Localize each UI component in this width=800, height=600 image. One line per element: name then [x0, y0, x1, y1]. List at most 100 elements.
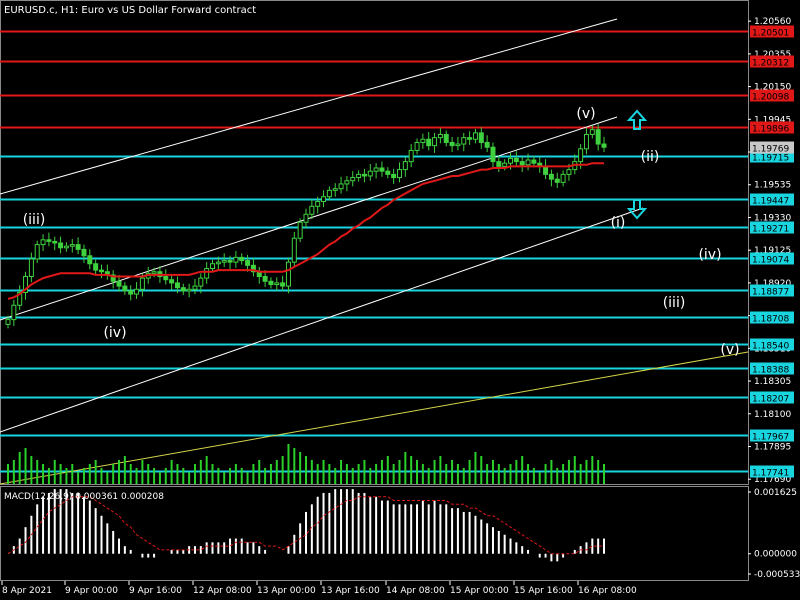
price-tick-label: 1.17895	[754, 442, 791, 452]
resistance-tag-label: 1.20501	[752, 29, 789, 39]
candle-body	[566, 169, 572, 175]
candle-body	[110, 274, 116, 282]
candle-body	[548, 173, 554, 180]
wave-label: (iv)	[103, 325, 126, 341]
symbol-info: EURUSD.c, H1: Euro vs US Dollar Forward …	[4, 5, 256, 16]
candle-body	[81, 248, 87, 257]
candle-body	[262, 276, 268, 282]
candle-body	[309, 205, 315, 215]
wave-label: (iii)	[23, 212, 46, 228]
candle-body	[402, 161, 408, 171]
support-tag-label: 1.19447	[752, 197, 789, 207]
macd-panel-frame	[0, 486, 749, 581]
candle-body	[414, 141, 420, 151]
candle-body	[297, 221, 303, 239]
support-tag-label: 1.18540	[752, 342, 789, 352]
time-tick-label: 8 Apr 2021	[2, 586, 52, 596]
channel-lines[interactable]	[0, 18, 749, 485]
wave-label: (iv)	[698, 247, 721, 263]
candle-body	[169, 279, 175, 284]
support-tag-label: 1.19715	[752, 154, 789, 164]
channel-upper-line[interactable]	[0, 18, 618, 195]
time-tick-label: 9 Apr 16:00	[129, 586, 182, 596]
candle-body	[554, 178, 560, 183]
candle-body	[513, 157, 519, 163]
candle-body	[87, 255, 93, 265]
candle-body	[23, 276, 29, 293]
time-tick-label: 14 Apr 08:00	[386, 586, 445, 596]
candle-body	[589, 129, 595, 135]
resistance-tag-label: 1.19896	[752, 125, 789, 135]
candle-body	[46, 239, 52, 242]
channel-lower-line[interactable]	[0, 207, 644, 433]
candle-body	[601, 143, 607, 148]
time-tick-label: 15 Apr 16:00	[514, 586, 573, 596]
up-arrow-icon[interactable]	[626, 109, 648, 130]
resistance-tag	[750, 121, 794, 134]
candle-body	[338, 183, 344, 190]
wave-labels: (iii) (iv) (v) (ii) (i) (iv) (iii) (v)	[23, 106, 740, 358]
time-tick-label: 13 Apr 00:00	[257, 586, 316, 596]
candle-body	[350, 177, 356, 182]
support-tag-label: 1.19074	[752, 256, 789, 266]
moving-average-line	[7, 162, 604, 300]
candle-body	[204, 268, 210, 279]
candle-body	[379, 167, 385, 172]
candle-body	[490, 146, 496, 163]
candle-body	[432, 137, 438, 147]
resistance-tag	[750, 89, 794, 102]
time-tick-label: 12 Apr 08:00	[193, 586, 252, 596]
candle-body	[40, 239, 46, 246]
candle-body	[291, 237, 297, 263]
support-tag-label: 1.17967	[752, 433, 789, 443]
price-tick-label: 1.19945	[754, 115, 791, 125]
candle-body	[326, 189, 332, 198]
wave-label: (i)	[611, 215, 626, 231]
candle-body	[315, 201, 321, 207]
main-panel-frame	[0, 0, 749, 485]
candle-body	[192, 285, 198, 290]
candle-body	[93, 263, 99, 271]
candle-body	[420, 138, 426, 143]
price-axis[interactable]: 1.205601.203551.201501.199451.197401.195…	[748, 17, 791, 485]
candle-body	[484, 141, 490, 148]
wave-label: (v)	[720, 342, 739, 358]
candle-body	[502, 162, 508, 167]
time-axis[interactable]: 8 Apr 2021 9 Apr 00:00 9 Apr 16:00 12 Apr 0…	[1, 581, 637, 596]
candle-body	[274, 282, 280, 285]
candle-body	[69, 244, 75, 247]
candle-body	[583, 133, 589, 150]
time-tick-label: 13 Apr 16:00	[321, 586, 380, 596]
candle-body	[321, 196, 327, 203]
candle-body	[385, 170, 391, 175]
candle-body	[186, 288, 192, 292]
wave-label: (v)	[576, 106, 595, 122]
support-tag	[750, 465, 794, 478]
candle-body	[478, 132, 484, 143]
candle-body	[303, 213, 309, 223]
price-tick-label: 1.17690	[754, 475, 791, 485]
candle-body	[525, 159, 531, 166]
candle-body	[391, 173, 397, 179]
macd-tick-label: 0.001625	[754, 488, 797, 498]
price-tick-label: 1.20560	[754, 17, 791, 27]
candle-body	[361, 173, 367, 177]
wave-label: (ii)	[641, 149, 660, 165]
candle-body	[116, 280, 122, 287]
candle-body	[245, 260, 251, 266]
candle-body	[180, 287, 186, 292]
candle-body	[221, 260, 227, 263]
candle-body	[508, 157, 514, 164]
candle-body	[408, 149, 414, 163]
candle-body	[11, 304, 17, 321]
down-arrow-icon[interactable]	[626, 199, 648, 220]
price-tick-label: 1.18920	[754, 279, 791, 289]
candle-body	[344, 180, 350, 185]
current-price-label: 1.19769	[752, 145, 789, 155]
candles	[5, 124, 607, 329]
candle-body	[472, 132, 478, 140]
candle-body	[467, 137, 473, 140]
macd-signal-line	[7, 496, 604, 555]
